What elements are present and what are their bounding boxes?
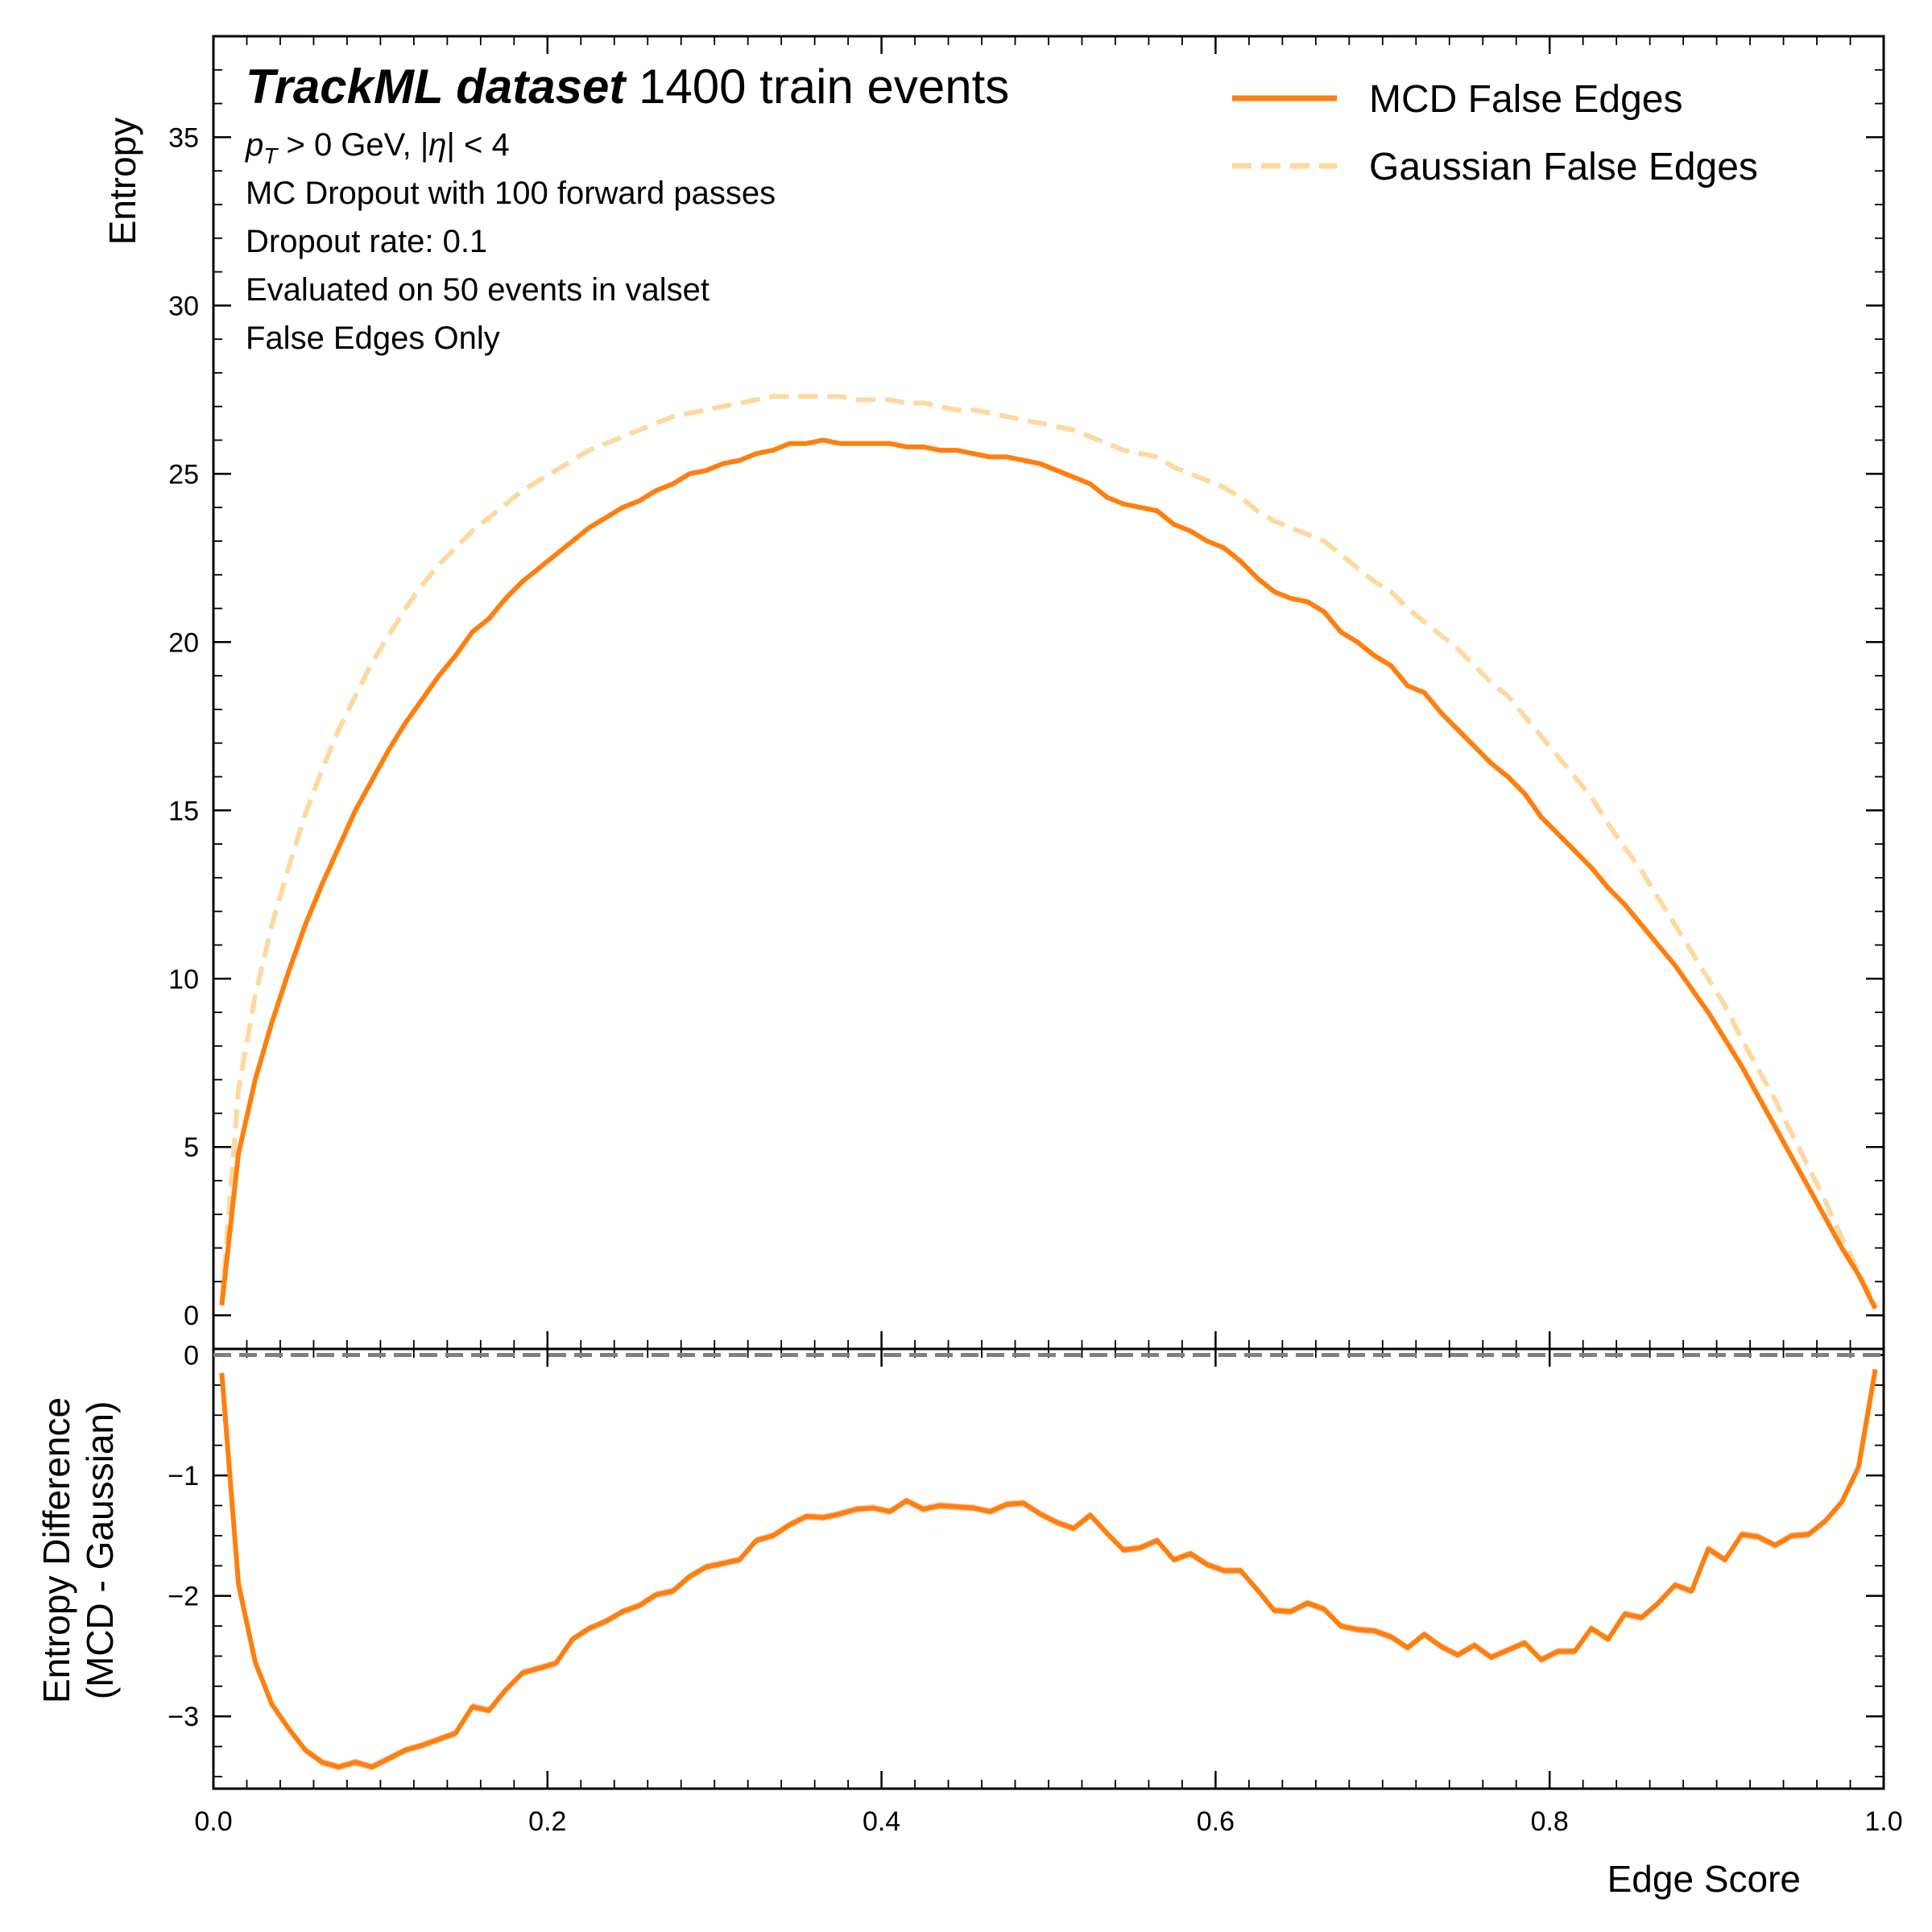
ratio-y-tick-label: −1 (168, 1461, 199, 1491)
main-x-ticks (212, 36, 1885, 1349)
title-rest: 1400 train events (625, 60, 1009, 114)
main-y-tick-label: 25 (168, 459, 199, 490)
legend-label: Gaussian False Edges (1369, 146, 1758, 188)
legend-entry: Gaussian False Edges (1232, 146, 1758, 188)
series-line-mcd (219, 437, 1878, 1310)
ratio-y-ticks: 0 −1 −2 −3 (168, 1340, 1884, 1777)
main-y-tick-label: 30 (168, 291, 199, 321)
x-tick-label: 0.4 (863, 1806, 900, 1837)
ratio-series-lines (213, 1352, 1884, 1771)
annotation-line: MC Dropout with 100 forward passes (246, 176, 776, 211)
ratio-y-axis-label-line1: Entropy Difference (35, 1397, 77, 1703)
x-tick-label: 0.2 (528, 1806, 566, 1837)
main-y-tick-label: 10 (168, 964, 199, 995)
series-line-difference (219, 1368, 1878, 1770)
x-tick-label: 0.0 (194, 1806, 232, 1837)
annotation-line: False Edges Only (246, 321, 500, 356)
main-series-lines (219, 394, 1878, 1310)
annotation-line: Evaluated on 50 events in valset (246, 272, 710, 308)
annotation-lines: pT > 0 GeV, |η| < 4 MC Dropout with 100 f… (245, 127, 776, 356)
legend-label: MCD False Edges (1369, 78, 1682, 121)
title-block: TrackML dataset 1400 train events pT > 0… (245, 60, 1009, 356)
main-y-axis-label: Entropy (101, 118, 143, 246)
title-bold: TrackML dataset (246, 60, 627, 114)
main-y-tick-label: 5 (184, 1132, 199, 1163)
x-tick-label: 0.8 (1531, 1806, 1569, 1837)
svg-text:TrackML dataset 1400 train eve: TrackML dataset 1400 train events (246, 60, 1009, 114)
main-y-tick-label: 15 (168, 796, 199, 826)
ratio-y-tick-label: −2 (168, 1582, 199, 1612)
ratio-y-axis-label-line2: (MCD - Gaussian) (79, 1401, 121, 1700)
main-y-ticks: 0 5 10 15 20 25 30 35 (168, 35, 1884, 1350)
x-tick-label: 1.0 (1864, 1806, 1902, 1837)
main-y-tick-label: 0 (184, 1301, 199, 1331)
main-y-tick-label: 35 (168, 122, 199, 153)
ratio-x-ticks: 0.0 0.2 0.4 0.6 0.8 1.0 (194, 1349, 1903, 1837)
x-tick-label: 0.6 (1197, 1806, 1235, 1837)
main-y-tick-label: 20 (168, 627, 199, 658)
x-axis-label: Edge Score (1607, 1858, 1801, 1900)
legend-entry: MCD False Edges (1232, 78, 1682, 121)
main-panel: 0 5 10 15 20 25 30 35 Entropy TrackML dataset 1… (101, 35, 1885, 1351)
annotation-line: Dropout rate: 0.1 (246, 224, 487, 259)
ratio-y-tick-label: −3 (168, 1702, 199, 1732)
legend: MCD False Edges Gaussian False Edges (1232, 78, 1758, 188)
series-line-gaussian (219, 394, 1878, 1307)
ratio-y-tick-label: 0 (184, 1340, 199, 1371)
ratio-panel: 0 −1 −2 −3 0.0 0.2 0.4 0.6 0.8 1.0 Entropy Diffe… (35, 1340, 1903, 1900)
annotation-line: pT > 0 GeV, |η| < 4 (245, 127, 510, 168)
